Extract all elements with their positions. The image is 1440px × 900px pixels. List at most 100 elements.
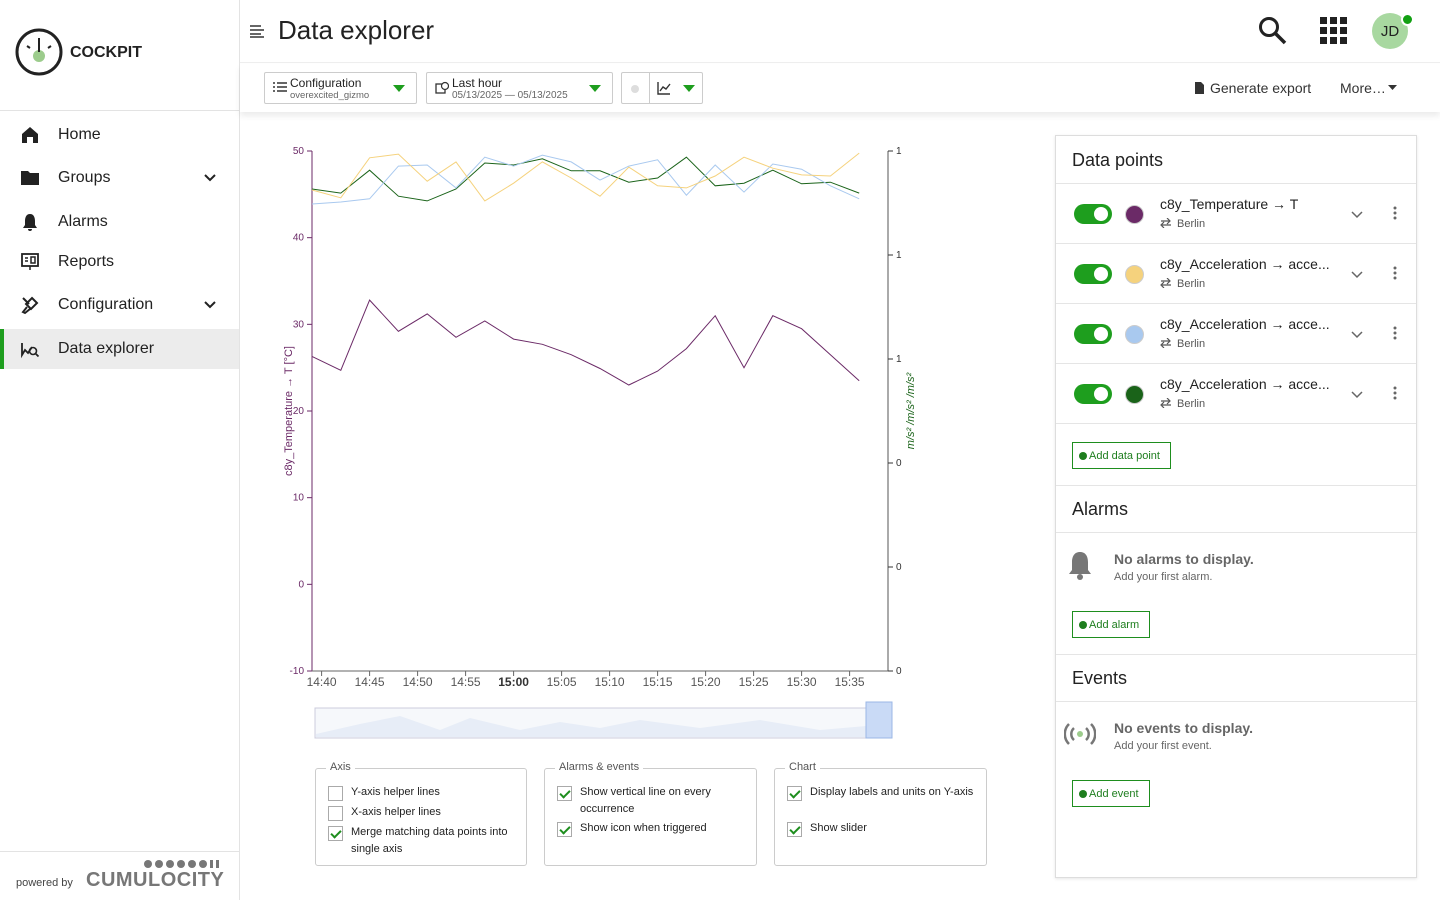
nav-label: Groups xyxy=(58,169,111,186)
checkbox[interactable] xyxy=(787,822,802,837)
header: Data explorer JD xyxy=(240,0,1440,63)
nav-chevron[interactable] xyxy=(204,174,216,182)
checkbox-label: X-axis helper lines xyxy=(351,806,441,818)
row-menu[interactable] xyxy=(1393,266,1397,280)
y2-tick-label: 0 xyxy=(896,562,902,573)
search-icon[interactable] xyxy=(1258,16,1288,46)
checkbox[interactable] xyxy=(328,786,343,801)
row-menu[interactable] xyxy=(1393,326,1397,340)
y-tick-label: 20 xyxy=(293,406,305,417)
add-event[interactable]: Add event xyxy=(1072,780,1150,807)
apps-icon[interactable] xyxy=(1320,17,1348,45)
checkbox-row[interactable]: Show icon when triggered xyxy=(557,820,752,837)
divider xyxy=(1056,485,1416,486)
expand-chevron[interactable] xyxy=(1351,391,1363,399)
nav-item[interactable]: Home xyxy=(0,115,239,155)
nav-chevron[interactable] xyxy=(204,301,216,309)
y-tick-label: 40 xyxy=(293,233,305,244)
checkbox-label: Merge matching data points into single a… xyxy=(351,826,508,855)
nav-item[interactable]: Groups xyxy=(0,158,239,198)
more-menu[interactable]: More… xyxy=(1340,80,1386,96)
options-group: Alarms & events Show vertical line on eve… xyxy=(544,761,757,866)
expand-chevron[interactable] xyxy=(1351,211,1363,219)
add-data-point[interactable]: Add data point xyxy=(1072,442,1171,469)
data-point-source: Berlin xyxy=(1177,218,1206,230)
checkbox-row[interactable]: X-axis helper lines xyxy=(328,804,513,821)
generate-export[interactable]: Generate export xyxy=(1210,80,1312,96)
checkbox-row[interactable]: Y-axis helper lines xyxy=(328,784,513,801)
source-icon xyxy=(1160,338,1171,348)
checkbox-row[interactable]: Merge matching data points into single a… xyxy=(328,824,513,858)
expand-chevron[interactable] xyxy=(1351,271,1363,279)
events-title: Events xyxy=(1072,668,1128,688)
x-tick-label: 15:00 xyxy=(498,675,529,689)
alarms-hint: Add your first alarm. xyxy=(1114,571,1213,583)
nav-icon xyxy=(21,343,40,359)
x-tick-label: 14:45 xyxy=(355,675,385,689)
y-tick-label: 10 xyxy=(293,493,305,504)
checkbox[interactable] xyxy=(787,786,802,801)
data-points-title: Data points xyxy=(1072,150,1164,170)
toggle[interactable] xyxy=(1074,204,1112,224)
x-tick-label: 15:15 xyxy=(643,675,673,689)
divider xyxy=(1056,532,1416,533)
toggle[interactable] xyxy=(1074,264,1112,284)
x-tick-label: 15:30 xyxy=(787,675,817,689)
row-menu[interactable] xyxy=(1393,206,1397,220)
data-point-source: Berlin xyxy=(1177,398,1206,410)
events-empty: No events to display. xyxy=(1114,720,1253,736)
divider xyxy=(1056,183,1416,184)
color-dot xyxy=(1125,385,1144,404)
add-alarm[interactable]: Add alarm xyxy=(1072,611,1151,638)
data-point-row: c8y_Acceleration → acce... Berlin xyxy=(1056,364,1416,424)
checkbox-row[interactable]: Show slider xyxy=(787,820,982,837)
chart-type-select[interactable] xyxy=(621,72,703,104)
toggle-knob xyxy=(1094,387,1108,401)
nav-item[interactable]: Alarms xyxy=(0,202,239,242)
checkbox[interactable] xyxy=(328,826,343,841)
config-value: overexcited_gizmo xyxy=(290,90,370,101)
slider-handle[interactable] xyxy=(865,701,893,739)
nav-label: Configuration xyxy=(58,296,154,313)
checkbox[interactable] xyxy=(557,786,572,801)
time-select[interactable]: Last hour 05/13/2025 — 05/13/2025 xyxy=(426,72,613,104)
source-icon xyxy=(1160,218,1171,228)
vendor-dots xyxy=(144,860,219,868)
config-select[interactable]: Configuration overexcited_gizmo xyxy=(264,72,417,104)
color-dot xyxy=(1125,205,1144,224)
nav-icon xyxy=(21,296,39,315)
plot: -10 0 10 20 30 40 50 0 0 0 1 1 1 14:40 14:45 14:50 14:55… xyxy=(283,146,917,739)
data-point-row: c8y_Acceleration → acce... Berlin xyxy=(1056,244,1416,304)
color-dot xyxy=(1125,265,1144,284)
nav-icon xyxy=(23,214,37,231)
checkbox[interactable] xyxy=(557,822,572,837)
divider xyxy=(1056,701,1416,702)
data-point-row: c8y_Temperature → T Berlin xyxy=(1056,184,1416,244)
nav-item[interactable]: Reports xyxy=(0,242,239,282)
checkbox[interactable] xyxy=(328,806,343,821)
nav-item[interactable]: Data explorer xyxy=(0,329,239,369)
toolbar: Configuration overexcited_gizmo Last hou… xyxy=(240,64,1440,112)
divider xyxy=(1056,654,1416,655)
x-tick-label: 15:10 xyxy=(595,675,625,689)
config-label: Configuration xyxy=(290,76,362,90)
expand-chevron[interactable] xyxy=(1351,331,1363,339)
row-menu[interactable] xyxy=(1393,386,1397,400)
data-point-name: c8y_Acceleration → acce... xyxy=(1160,256,1330,272)
checkbox-row[interactable]: Display labels and units on Y-axis xyxy=(787,784,982,801)
x-tick-label: 14:50 xyxy=(403,675,433,689)
x-tick-label: 14:55 xyxy=(451,675,481,689)
data-point-name: c8y_Acceleration → acce... xyxy=(1160,316,1330,332)
menu-toggle[interactable] xyxy=(249,23,265,39)
y2-tick-label: 0 xyxy=(896,458,902,469)
nav-item[interactable]: Configuration xyxy=(0,285,239,325)
toggle-knob xyxy=(1094,327,1108,341)
checkbox-row[interactable]: Show vertical line on every occurrence xyxy=(557,784,752,818)
y-tick-label: 30 xyxy=(293,319,305,330)
toggle[interactable] xyxy=(1074,324,1112,344)
alarms-empty: No alarms to display. xyxy=(1114,551,1254,567)
y-axis-label: c8y_Temperature → T [°C] xyxy=(283,346,295,476)
toggle[interactable] xyxy=(1074,384,1112,404)
options-group: Axis Y-axis helper lines X-axis helper lin… xyxy=(315,761,527,866)
